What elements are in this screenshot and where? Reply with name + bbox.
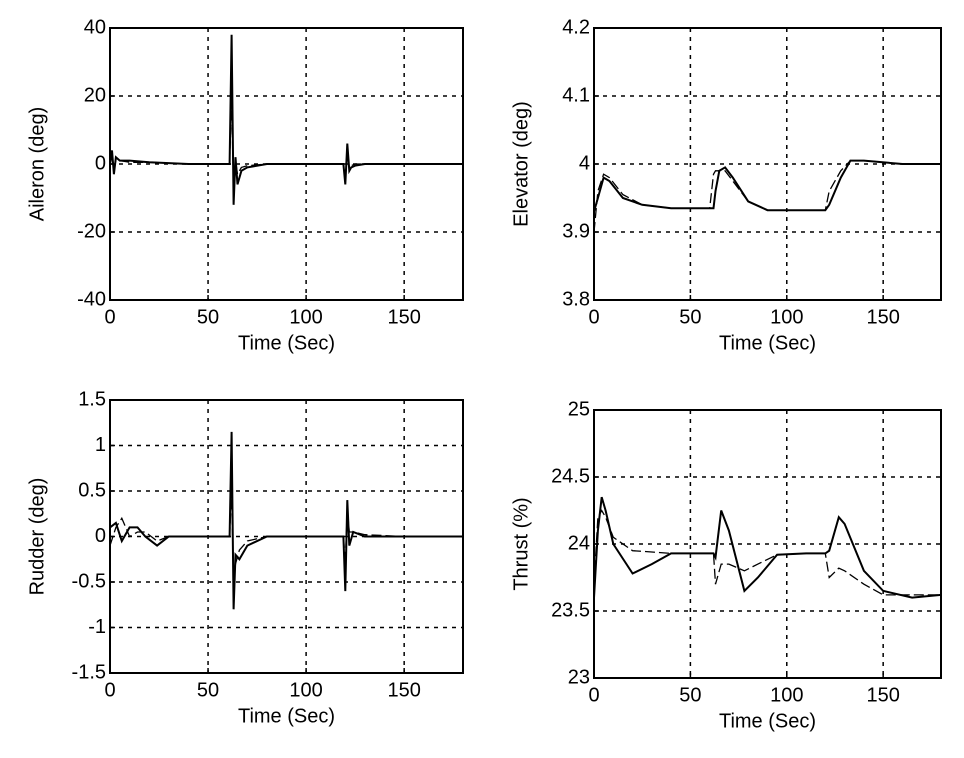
x-tick-label: 100 [289, 306, 322, 328]
x-tick-label: 150 [866, 684, 899, 706]
plot-frame [109, 399, 464, 674]
y-tick-label: 3.9 [562, 220, 590, 242]
x-tick-label: 150 [387, 306, 420, 328]
y-axis-label: Rudder (deg) [26, 478, 48, 596]
x-tick-label: 0 [588, 684, 599, 706]
y-tick-label: 3.8 [562, 288, 590, 310]
data-line [109, 95, 463, 192]
y-axis-label: Elevator (deg) [510, 101, 532, 227]
y-tick-label: 23.5 [551, 599, 590, 621]
y-axis-label: Aileron (deg) [26, 107, 48, 222]
x-tick-label: 100 [770, 684, 803, 706]
x-tick-label: 50 [679, 306, 701, 328]
y-tick-label: 4 [579, 152, 590, 174]
data-line [593, 496, 942, 599]
y-tick-label: 24 [568, 532, 590, 554]
data-line [109, 490, 463, 583]
x-tick-label: 0 [104, 679, 115, 701]
plot-frame [593, 409, 942, 679]
y-tick-label: 0.5 [78, 479, 106, 501]
y-tick-label: -1 [88, 616, 106, 638]
y-tick-label: 4.2 [562, 16, 590, 38]
y-tick-label: 0 [95, 525, 106, 547]
data-line [593, 159, 941, 212]
y-tick-label: 1.5 [78, 388, 106, 410]
y-tick-label: -20 [77, 220, 106, 242]
plot-frame [109, 27, 464, 301]
x-tick-label: 50 [197, 306, 219, 328]
x-tick-label: 150 [387, 679, 420, 701]
x-axis-label: Time (Sec) [719, 332, 816, 354]
y-tick-label: 1 [95, 434, 106, 456]
x-tick-label: 50 [679, 684, 701, 706]
y-tick-label: 23 [568, 666, 590, 688]
y-tick-label: 40 [84, 16, 106, 38]
x-axis-label: Time (Sec) [719, 710, 816, 732]
y-tick-label: 4.1 [562, 84, 590, 106]
y-tick-label: 0 [95, 152, 106, 174]
data-line [593, 159, 941, 233]
x-axis-label: Time (Sec) [238, 705, 335, 727]
plot-frame [593, 27, 942, 301]
y-tick-label: -1.5 [72, 661, 106, 683]
y-tick-label: 20 [84, 84, 106, 106]
y-tick-label: 24.5 [551, 465, 590, 487]
y-tick-label: -0.5 [72, 570, 106, 592]
x-tick-label: 50 [197, 679, 219, 701]
x-tick-label: 150 [866, 306, 899, 328]
x-tick-label: 0 [588, 306, 599, 328]
data-line [593, 509, 941, 596]
y-tick-label: 25 [568, 398, 590, 420]
y-axis-label: Thrust (%) [510, 497, 532, 590]
x-tick-label: 100 [289, 679, 322, 701]
data-line [109, 431, 463, 610]
x-tick-label: 0 [104, 306, 115, 328]
y-tick-label: -40 [77, 288, 106, 310]
x-tick-label: 100 [770, 306, 803, 328]
x-axis-label: Time (Sec) [238, 332, 335, 354]
